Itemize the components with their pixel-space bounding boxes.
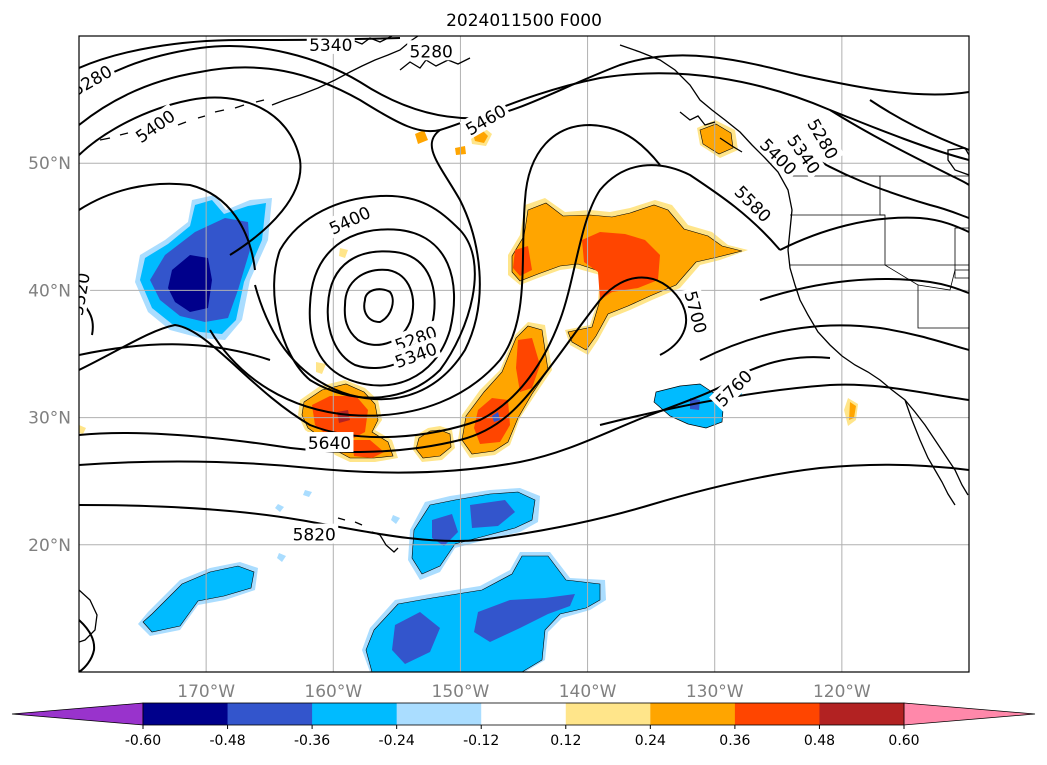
- colorbar-segment: [650, 703, 736, 725]
- shaded-positive-regions: [79, 120, 858, 462]
- contour-label-bg: [680, 285, 713, 338]
- contour-line: [273, 194, 476, 399]
- colorbar-tick-label: 0.36: [719, 733, 750, 749]
- contour-line: [79, 463, 969, 542]
- contour-label-bg: [459, 98, 512, 140]
- colorbar-tick-label: -0.60: [125, 733, 161, 749]
- coastlines: [79, 36, 969, 643]
- contour-label-bg: [305, 432, 354, 453]
- contour-line: [79, 343, 271, 361]
- contour-line: [759, 278, 969, 301]
- contour-line: [79, 96, 302, 256]
- colorbar-tick-label: 0.12: [550, 733, 581, 749]
- contour-label-bg: [802, 112, 845, 165]
- colorbar-outline: [142, 702, 905, 726]
- contour-label: 5340: [306, 36, 355, 56]
- political-borders: [790, 175, 969, 329]
- colorbar-under-arrow: [11, 702, 144, 726]
- contour-line: [343, 268, 414, 346]
- contour-line: [79, 164, 781, 439]
- contour-line: [779, 216, 969, 251]
- longitude-label: 150°W: [432, 682, 490, 702]
- contour-label-bg: [290, 523, 339, 544]
- contour-line: [79, 276, 687, 453]
- colorbar-over-arrow: [903, 702, 1036, 726]
- latitude-label: 50°N: [28, 154, 71, 174]
- longitude-label: 170°W: [177, 682, 235, 702]
- colorbar-tick-label: -0.36: [294, 733, 330, 749]
- colorbar-segment: [143, 703, 229, 725]
- contour-line: [799, 149, 969, 219]
- latitude-labels: 50°N 40°N 30°N 20°N: [28, 154, 71, 556]
- colorbar-tick-label: 0.60: [888, 733, 919, 749]
- contour-line: [829, 109, 969, 186]
- baja-coast: [904, 399, 956, 506]
- contour-line: [869, 99, 969, 151]
- colorbar-segment: [312, 703, 398, 725]
- contour-line: [599, 383, 969, 426]
- us-west-coast: [787, 249, 969, 496]
- contour-line: [209, 123, 661, 417]
- shaded-negative-regions: [135, 195, 743, 672]
- colorbar-tick-label: -0.12: [463, 733, 499, 749]
- longitude-label: 160°W: [304, 682, 362, 702]
- contour-label-bg: [306, 36, 355, 54]
- contour-label: 5640: [305, 432, 354, 454]
- latitude-label: 30°N: [28, 409, 71, 429]
- longitude-label: 140°W: [559, 682, 617, 702]
- contour-label-bg: [782, 128, 827, 180]
- contour-label-bg: [79, 58, 117, 101]
- latitude-label: 40°N: [28, 281, 71, 301]
- contour-line: [699, 324, 969, 361]
- contour-label-text: 5640: [308, 434, 351, 454]
- contour-label-bg: [407, 40, 456, 61]
- colorbar-tick-label: 0.24: [635, 733, 666, 749]
- bc-coast: [619, 44, 793, 251]
- contour-label-bg: [709, 363, 758, 412]
- colorbar-tick-label: -0.48: [209, 733, 245, 749]
- latitude-label: 20°N: [28, 536, 71, 556]
- longitude-label: 120°W: [813, 682, 871, 702]
- colorbar-segment: [819, 703, 905, 725]
- contour-line: [254, 129, 481, 401]
- colorbar-tick-label: 0.48: [804, 733, 835, 749]
- colorbar-segment: [481, 703, 567, 725]
- contour-label-bg: [389, 336, 442, 372]
- colorbar-segment: [565, 703, 651, 725]
- longitude-label: 130°W: [686, 682, 744, 702]
- blue-region-east: [653, 383, 725, 429]
- contour-line: [79, 619, 96, 672]
- longitude-labels: 170°W 160°W 150°W 140°W 130°W 120°W: [177, 682, 871, 702]
- contour-label-text: 5280: [410, 42, 453, 62]
- contour-label-text: 5820: [293, 526, 336, 546]
- contour-label-text: 5340: [309, 36, 352, 56]
- contour-label-bg: [729, 179, 778, 228]
- colorbar-segment: [396, 703, 482, 725]
- alaska-coast: [271, 36, 419, 106]
- contour-label: 5820: [290, 523, 339, 546]
- colorbar-tick-label: -0.24: [379, 733, 415, 749]
- contour-label: 5280: [407, 40, 456, 62]
- contour-line: [308, 228, 456, 387]
- contour-label-bg: [389, 320, 442, 356]
- contour-label-bg: [323, 200, 376, 239]
- contour-line: [79, 182, 256, 271]
- map-frame: [78, 35, 970, 673]
- contour-label-bg: [754, 132, 804, 181]
- contour-line: [363, 288, 394, 324]
- map-title: 2024011500 F000: [446, 11, 602, 31]
- contour-label-bg: [129, 103, 181, 148]
- colorbar: -0.60 -0.48 -0.36 -0.24 -0.12 0.12 0.24 0.36 0.4…: [11, 702, 1036, 749]
- colorbar-segment: [227, 703, 313, 725]
- colorbar-segment: [734, 703, 820, 725]
